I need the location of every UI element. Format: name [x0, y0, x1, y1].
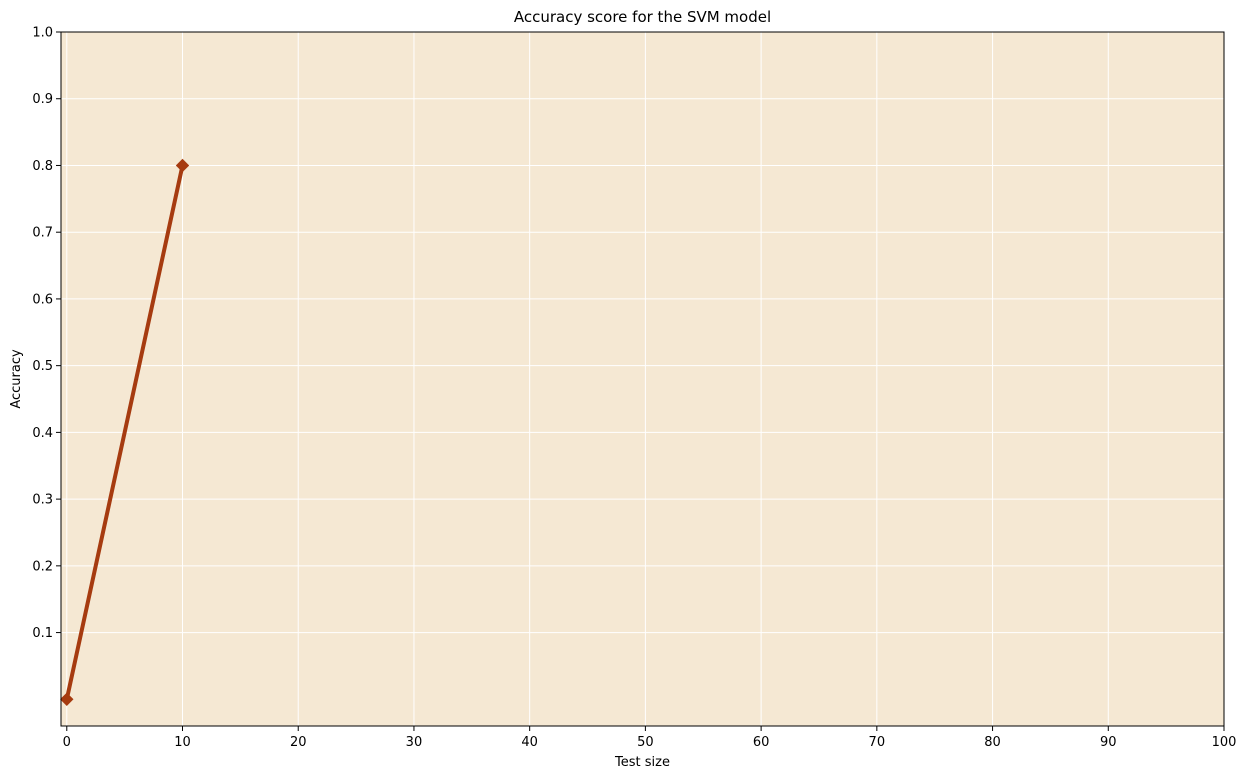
x-tick-label: 70 — [869, 735, 886, 750]
data-point-marker — [60, 692, 74, 707]
y-tick-label: 0.7 — [32, 226, 53, 241]
y-tick-label: 0.3 — [32, 493, 53, 508]
plot-frame — [60, 31, 1225, 727]
x-tick-label: 100 — [1212, 735, 1237, 750]
y-axis-label: Accuracy — [9, 349, 24, 409]
x-tick-label: 60 — [753, 735, 770, 750]
series-layer — [60, 158, 190, 707]
x-tick-label: 40 — [521, 735, 538, 750]
x-axis-label: Test size — [614, 755, 670, 770]
y-tick-label: 0.9 — [32, 92, 53, 107]
chart-title: Accuracy score for the SVM model — [514, 8, 771, 26]
y-tick-label: 0.4 — [32, 426, 53, 441]
plot-area — [61, 32, 1224, 726]
series-line — [64, 163, 185, 702]
x-tick-label: 0 — [63, 735, 71, 750]
y-axis: 0.1 0.2 0.3 0.4 0.5 0.6 0.7 0.8 0.9 1.0 — [32, 26, 61, 641]
y-tick-label: 0.8 — [32, 159, 53, 174]
x-tick-label: 90 — [1100, 735, 1117, 750]
y-tick-label: 0.1 — [32, 626, 53, 641]
x-tick-label: 10 — [174, 735, 191, 750]
x-tick-label: 50 — [637, 735, 654, 750]
y-tick-label: 0.2 — [32, 559, 53, 574]
x-axis: 0 10 20 30 40 50 60 70 80 90 100 — [63, 726, 1237, 750]
y-tick-label: 0.6 — [32, 292, 53, 307]
x-tick-label: 20 — [290, 735, 307, 750]
y-tick-label: 0.5 — [32, 359, 53, 374]
x-tick-label: 30 — [406, 735, 423, 750]
data-point-marker — [175, 158, 190, 173]
x-tick-label: 80 — [984, 735, 1001, 750]
y-tick-label: 1.0 — [32, 26, 53, 41]
